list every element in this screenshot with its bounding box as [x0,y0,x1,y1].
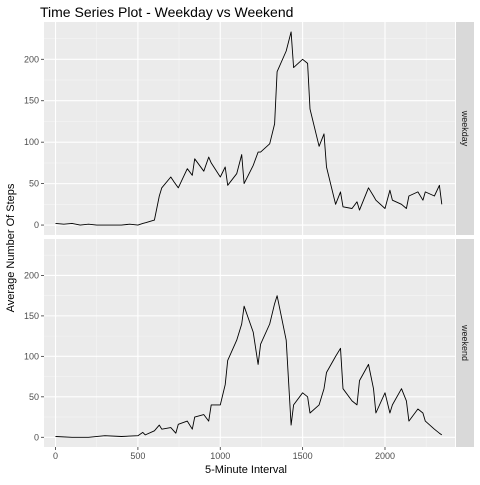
y-tick-label: 200 [24,54,39,64]
y-tick-label: 0 [34,220,39,230]
x-tick-label: 1500 [293,451,313,461]
plot-layer: 0 50 100 150 200 weekday 0 50 100 150 200 weekend 0 5… [24,22,474,461]
chart-title: Time Series Plot - Weekday vs Weekend [40,4,293,20]
facet-strip-label: weekend [460,324,470,361]
x-axis-title: 5-Minute Interval [205,464,287,476]
panel-background [44,239,455,447]
x-tick-label: 0 [53,451,58,461]
y-tick-label: 50 [29,392,39,402]
y-tick-label: 0 [34,432,39,442]
series-line-weekend [55,295,443,438]
y-tick-label: 100 [24,351,39,361]
y-tick-label: 150 [24,96,39,106]
x-tick-label: 1000 [210,451,230,461]
y-axis-title: Average Number Of Steps [5,183,17,312]
panel-weekday: 0 50 100 150 200 weekday [24,22,474,235]
facet-strip-label: weekday [460,110,470,147]
x-tick-label: 500 [130,451,145,461]
facet-strip [456,239,474,447]
y-tick-label: 50 [29,179,39,189]
x-tick-label: 2000 [375,451,395,461]
facet-strip [456,22,474,235]
y-tick-label: 100 [24,137,39,147]
y-tick-label: 200 [24,270,39,280]
panel-background [44,22,455,235]
y-tick-label: 150 [24,311,39,321]
panel-weekend: 0 50 100 150 200 weekend [24,239,474,447]
series-line-weekday [55,31,443,226]
